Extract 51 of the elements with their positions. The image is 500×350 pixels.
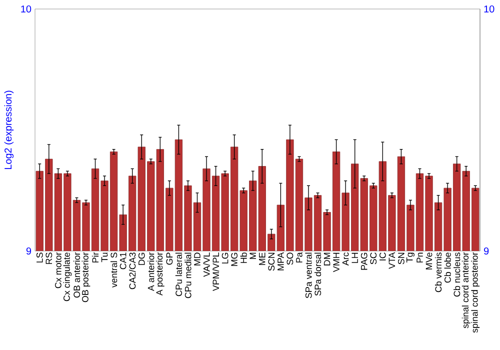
x-tick-label: PAG — [360, 252, 368, 270]
x-tick-label: MPA — [278, 252, 284, 270]
x-tick-label: spinal cord posterior — [471, 252, 480, 333]
x-tick-label: SN — [398, 252, 404, 264]
x-tick-label: CPu medial — [184, 252, 192, 298]
x-tick-label: ventral S — [110, 252, 118, 288]
x-tick-label: RS — [46, 252, 52, 264]
x-tick-label: GP — [166, 252, 173, 265]
x-tick-label: A posterior — [156, 252, 164, 296]
x-tick-label: Pa — [296, 252, 302, 262]
x-tick-label: LH — [352, 252, 358, 263]
x-tick-label: Pir — [92, 252, 99, 262]
x-tick-label: SPa dorsal — [314, 252, 322, 296]
x-tick-label: DM — [324, 252, 330, 266]
y-axis-title: Log2 (expression) — [4, 90, 14, 170]
x-tick-label: IC — [379, 252, 386, 260]
x-tick-label: spinal cord anterior — [462, 252, 470, 328]
y2-tick-label: 9 — [484, 247, 489, 255]
x-tick-label: Cb lobe — [444, 252, 451, 283]
x-tick-label: SCN — [268, 252, 275, 271]
x-tick-label: Tu — [101, 252, 108, 262]
x-tick-label: SPa ventral — [305, 252, 312, 298]
x-tick-label: MD — [194, 252, 200, 266]
x-tick-label: Cb nucleus — [454, 252, 460, 297]
x-tick-label: CA2/CA3 — [129, 252, 136, 290]
x-tick-label: CPu lateral — [175, 252, 182, 296]
x-tick-label: LS — [36, 252, 43, 262]
x-tick-label: LG — [222, 252, 228, 264]
x-tick-label: Arc — [342, 252, 349, 266]
x-tick-label: MG — [231, 252, 238, 266]
x-tick-label: OB anterior — [73, 252, 80, 298]
x-tick-label: M — [250, 252, 256, 259]
x-tick-label: A anterior — [148, 252, 154, 292]
x-tick-label: MVe — [426, 252, 432, 270]
x-tick-label: Pn — [416, 252, 423, 262]
x-tick-label: DG — [138, 252, 145, 265]
x-tick-label: SO — [286, 252, 294, 265]
x-tick-label: Cb vermis — [434, 252, 442, 292]
x-tick-label: CA1 — [120, 252, 126, 270]
x-tick-label: VPM/VPL — [212, 252, 220, 292]
x-tick-label: Cx motor — [55, 252, 62, 288]
y2-tick-label: 10 — [484, 5, 494, 13]
x-tick-label: VA/VL — [203, 252, 210, 277]
x-tick-label: OB posterior — [82, 252, 90, 302]
x-tick-label: ME — [259, 252, 266, 265]
x-tick-label: VMH — [333, 252, 340, 272]
x-tick-label: Tg — [406, 252, 414, 262]
x-tick-label: Cx cingulate — [63, 252, 72, 302]
x-tick-label: SC — [370, 252, 377, 264]
x-tick-label: Hb — [240, 252, 247, 263]
x-tick-label: VTA — [388, 252, 396, 269]
